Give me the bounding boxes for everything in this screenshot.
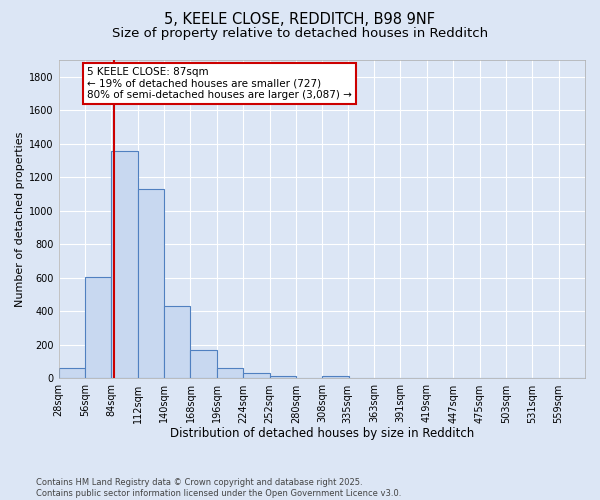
Bar	[138, 189, 164, 378]
Bar	[217, 368, 243, 378]
Bar	[85, 277, 112, 378]
Text: 5, KEELE CLOSE, REDDITCH, B98 9NF: 5, KEELE CLOSE, REDDITCH, B98 9NF	[164, 12, 436, 28]
Y-axis label: Number of detached properties: Number of detached properties	[15, 132, 25, 307]
Bar	[112, 150, 138, 378]
Bar	[243, 372, 269, 378]
Bar	[322, 376, 349, 378]
Bar	[164, 306, 190, 378]
Text: Size of property relative to detached houses in Redditch: Size of property relative to detached ho…	[112, 28, 488, 40]
Bar	[269, 376, 296, 378]
Bar	[190, 350, 217, 378]
Text: Contains HM Land Registry data © Crown copyright and database right 2025.
Contai: Contains HM Land Registry data © Crown c…	[36, 478, 401, 498]
Bar	[59, 368, 85, 378]
Text: 5 KEELE CLOSE: 87sqm
← 19% of detached houses are smaller (727)
80% of semi-deta: 5 KEELE CLOSE: 87sqm ← 19% of detached h…	[87, 66, 352, 100]
X-axis label: Distribution of detached houses by size in Redditch: Distribution of detached houses by size …	[170, 427, 474, 440]
